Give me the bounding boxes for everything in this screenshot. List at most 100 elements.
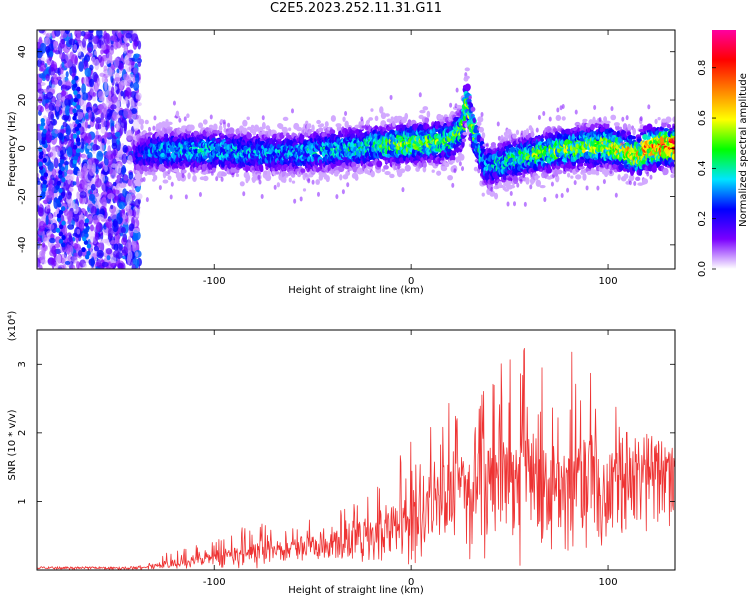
- heat-cell: [42, 157, 47, 163]
- heat-cell: [370, 108, 374, 112]
- heat-cell: [79, 191, 87, 199]
- heat-cell: [376, 160, 383, 168]
- heat-cell: [127, 235, 132, 248]
- heat-cell: [99, 238, 105, 244]
- heat-cell: [59, 159, 65, 165]
- heat-cell: [95, 116, 102, 124]
- heat-cell: [235, 173, 240, 177]
- heat-cell: [83, 162, 88, 172]
- heat-cell: [384, 113, 390, 117]
- heat-cell: [58, 195, 63, 201]
- heat-cell: [104, 165, 108, 172]
- heat-cell: [239, 181, 245, 187]
- heat-cell: [74, 126, 80, 132]
- heat-cell: [43, 172, 49, 178]
- heat-cell: [44, 102, 49, 109]
- heat-cell: [153, 115, 157, 121]
- heat-cell: [56, 213, 62, 219]
- heat-cell: [304, 172, 308, 177]
- heat-cell: [127, 154, 133, 166]
- heat-cell: [218, 124, 223, 132]
- heat-cell: [48, 213, 53, 221]
- heat-cell: [261, 130, 266, 134]
- heat-cell: [37, 198, 40, 206]
- heat-cell: [55, 198, 61, 204]
- heat-cell: [95, 122, 100, 130]
- heat-cell: [455, 87, 459, 93]
- heat-cell: [124, 96, 129, 105]
- heat-cell: [92, 162, 97, 175]
- heat-cell: [38, 225, 46, 232]
- heat-cell: [120, 226, 126, 234]
- heat-cell: [257, 174, 261, 180]
- heat-cell: [49, 237, 56, 244]
- heat-cell: [60, 84, 68, 89]
- heat-cell: [112, 218, 118, 228]
- heat-cell: [116, 163, 122, 174]
- heat-cell: [128, 171, 134, 180]
- chart-title: C2E5.2023.252.11.31.G11: [269, 1, 443, 16]
- heat-cell: [325, 175, 330, 183]
- heat-cell: [123, 107, 130, 119]
- heat-cell: [346, 182, 350, 188]
- heat-cell: [61, 220, 66, 226]
- heat-cell: [76, 104, 81, 110]
- heat-cell: [122, 73, 130, 81]
- heat-cell: [404, 164, 411, 172]
- heat-cell: [300, 168, 306, 173]
- heat-cell: [110, 240, 117, 245]
- heat-cell: [172, 100, 176, 106]
- heat-cell: [96, 258, 101, 268]
- heat-cell: [83, 263, 87, 268]
- heat-cell: [133, 81, 140, 91]
- heat-cell: [311, 179, 315, 185]
- heat-cell: [63, 138, 68, 145]
- heat-cell: [51, 168, 57, 177]
- heat-cell: [137, 198, 141, 205]
- heat-cell: [401, 187, 405, 193]
- heat-cell: [66, 146, 73, 158]
- heat-cell: [114, 131, 121, 138]
- heat-cell: [65, 124, 71, 137]
- heat-cell: [132, 118, 140, 131]
- heat-cell: [76, 191, 80, 200]
- heat-cell: [86, 250, 91, 256]
- heat-cell: [125, 193, 133, 205]
- heat-cell: [61, 206, 66, 212]
- heat-cell: [101, 261, 109, 268]
- heat-cell: [126, 253, 131, 265]
- heat-cell: [73, 97, 79, 103]
- heat-cell: [72, 108, 77, 114]
- heat-cell: [122, 188, 127, 198]
- heat-cell: [41, 136, 47, 142]
- heat-cell: [93, 245, 100, 252]
- heat-cell: [97, 213, 104, 220]
- heat-cell: [397, 164, 401, 170]
- heat-cell: [67, 199, 75, 209]
- heat-cell: [110, 153, 116, 159]
- heat-cell: [37, 257, 41, 268]
- heat-cell: [202, 175, 209, 182]
- heat-cell: [184, 194, 188, 200]
- heat-cell: [114, 100, 120, 113]
- heat-cell: [113, 243, 119, 251]
- heat-cell: [110, 86, 115, 97]
- heat-cell: [208, 124, 214, 129]
- heat-cell: [54, 30, 61, 37]
- heat-cell: [212, 123, 218, 131]
- heat-cell: [290, 108, 294, 114]
- heat-cell: [55, 227, 61, 233]
- heat-cell: [89, 224, 95, 232]
- heat-cell: [463, 75, 470, 80]
- heat-cell: [40, 121, 46, 127]
- heat-cell: [389, 173, 395, 179]
- heat-cell: [100, 49, 104, 55]
- heat-cell: [95, 221, 103, 233]
- heat-cell: [67, 177, 72, 185]
- heat-cell: [47, 151, 54, 158]
- heat-cell: [181, 173, 185, 179]
- heat-cell: [76, 170, 82, 176]
- heat-cell: [399, 168, 406, 174]
- heat-cell: [96, 249, 104, 259]
- heat-cell: [293, 198, 297, 204]
